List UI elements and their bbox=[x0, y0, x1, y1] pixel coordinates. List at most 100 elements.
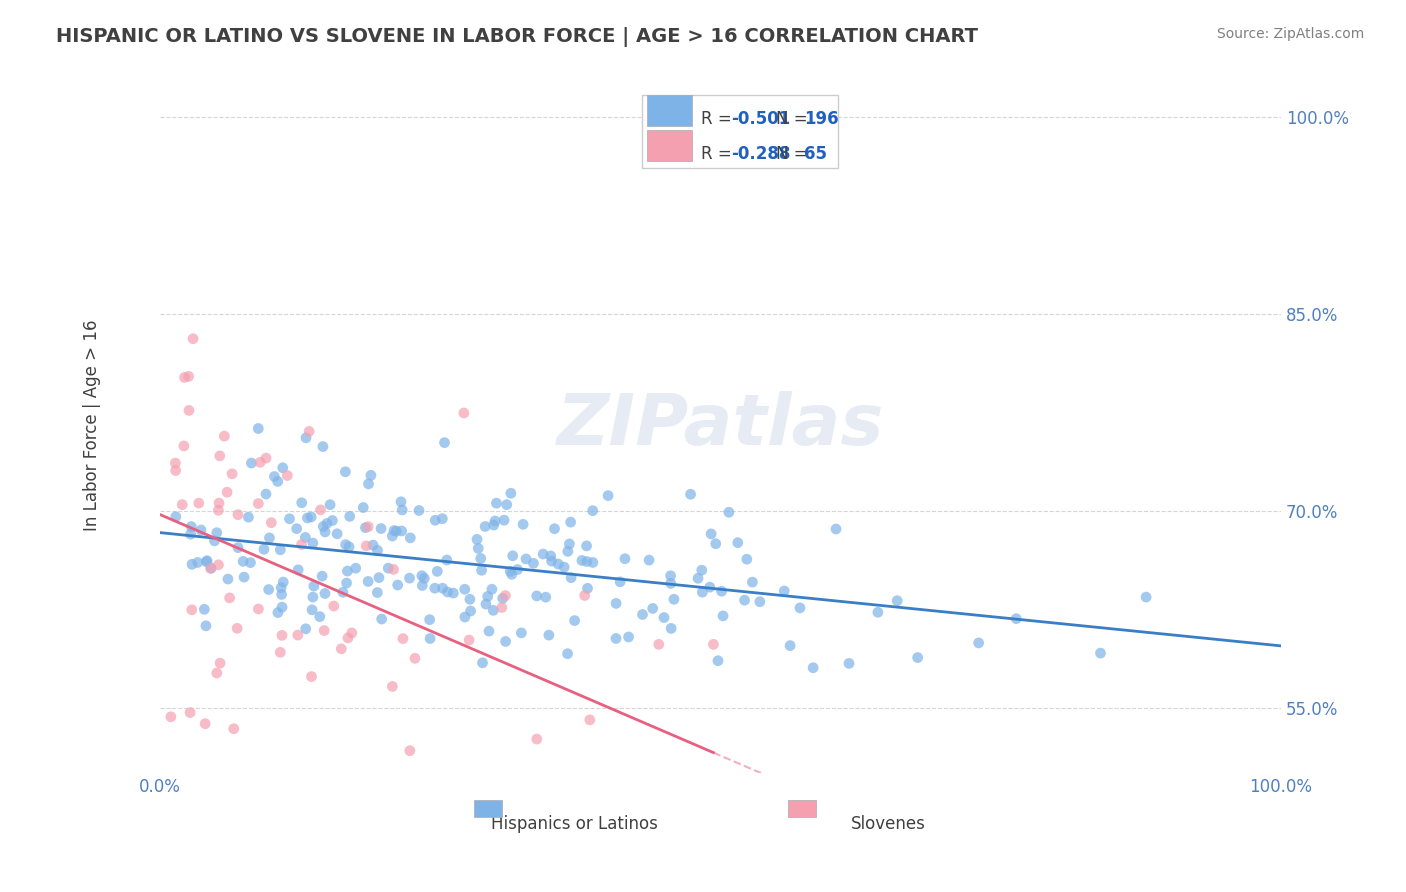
Point bbox=[314, 624, 336, 638]
Point bbox=[221, 467, 243, 481]
Point bbox=[180, 519, 202, 533]
Point bbox=[218, 591, 240, 605]
Point bbox=[679, 487, 702, 501]
Point bbox=[209, 656, 232, 670]
Point bbox=[576, 582, 599, 596]
Point bbox=[475, 597, 498, 611]
Point bbox=[482, 518, 505, 533]
Point bbox=[617, 630, 640, 644]
Point bbox=[271, 575, 294, 590]
Point bbox=[240, 456, 263, 470]
Point bbox=[177, 369, 200, 384]
Point bbox=[311, 569, 333, 583]
Point bbox=[659, 576, 682, 591]
Point bbox=[172, 498, 194, 512]
Point bbox=[302, 590, 325, 604]
Point bbox=[557, 783, 579, 797]
Point bbox=[506, 563, 529, 577]
Point bbox=[368, 571, 391, 585]
Point bbox=[247, 496, 270, 510]
Point bbox=[173, 370, 195, 384]
Point bbox=[321, 514, 343, 528]
Point bbox=[299, 510, 322, 524]
Point bbox=[454, 582, 477, 597]
Point bbox=[298, 425, 321, 439]
Point bbox=[515, 552, 537, 566]
Point bbox=[598, 489, 620, 503]
Point bbox=[886, 593, 908, 607]
Point bbox=[825, 522, 848, 536]
Point bbox=[179, 706, 201, 720]
Point bbox=[557, 544, 579, 558]
Point bbox=[204, 533, 226, 548]
Point bbox=[316, 516, 339, 531]
Point bbox=[458, 633, 481, 648]
Point bbox=[704, 537, 727, 551]
Point bbox=[582, 556, 605, 570]
Point bbox=[638, 553, 661, 567]
Point bbox=[336, 576, 359, 591]
Point bbox=[433, 435, 456, 450]
Point bbox=[207, 503, 229, 517]
Point bbox=[226, 541, 249, 555]
Point bbox=[285, 522, 308, 536]
Point bbox=[773, 584, 796, 599]
Point bbox=[370, 612, 392, 626]
Point bbox=[312, 440, 335, 454]
Point bbox=[441, 586, 464, 600]
Point bbox=[271, 600, 294, 615]
Point bbox=[301, 603, 323, 617]
Point bbox=[609, 574, 631, 589]
Point bbox=[263, 469, 285, 483]
Point bbox=[478, 624, 501, 639]
Point bbox=[254, 451, 277, 466]
Point bbox=[269, 645, 291, 659]
Point bbox=[335, 465, 357, 479]
Point bbox=[269, 542, 291, 557]
Point bbox=[419, 632, 441, 646]
Text: 196: 196 bbox=[804, 110, 839, 128]
Point bbox=[495, 498, 517, 512]
Point bbox=[543, 522, 565, 536]
Point bbox=[205, 666, 228, 681]
Point bbox=[741, 575, 763, 590]
Point bbox=[789, 601, 811, 615]
Point bbox=[360, 468, 382, 483]
Point bbox=[779, 639, 801, 653]
Point bbox=[491, 600, 513, 615]
Point bbox=[301, 670, 323, 684]
Point bbox=[494, 589, 516, 603]
Point bbox=[257, 582, 280, 597]
Point bbox=[387, 578, 409, 592]
Point bbox=[690, 563, 713, 577]
Point bbox=[259, 531, 281, 545]
Point bbox=[526, 589, 548, 603]
Point bbox=[200, 561, 222, 575]
Point bbox=[641, 601, 664, 615]
Point bbox=[208, 496, 231, 510]
Point bbox=[423, 581, 446, 595]
Point bbox=[357, 476, 380, 491]
Point bbox=[335, 538, 357, 552]
Point bbox=[382, 562, 405, 576]
Point bbox=[357, 519, 380, 533]
Point bbox=[557, 647, 579, 661]
Text: N =: N = bbox=[776, 145, 813, 163]
Point bbox=[247, 602, 270, 616]
Point bbox=[432, 511, 454, 525]
Point bbox=[510, 626, 533, 640]
Text: Source: ZipAtlas.com: Source: ZipAtlas.com bbox=[1216, 27, 1364, 41]
Point bbox=[370, 522, 392, 536]
Point bbox=[501, 567, 523, 582]
Point bbox=[314, 524, 336, 539]
Point bbox=[522, 557, 544, 571]
Point bbox=[260, 516, 283, 530]
Point bbox=[558, 537, 581, 551]
Point bbox=[866, 605, 889, 619]
Point bbox=[748, 595, 770, 609]
Point bbox=[700, 527, 723, 541]
Point bbox=[575, 555, 598, 569]
Point bbox=[648, 637, 671, 651]
Point bbox=[467, 795, 489, 809]
Point bbox=[357, 574, 380, 589]
